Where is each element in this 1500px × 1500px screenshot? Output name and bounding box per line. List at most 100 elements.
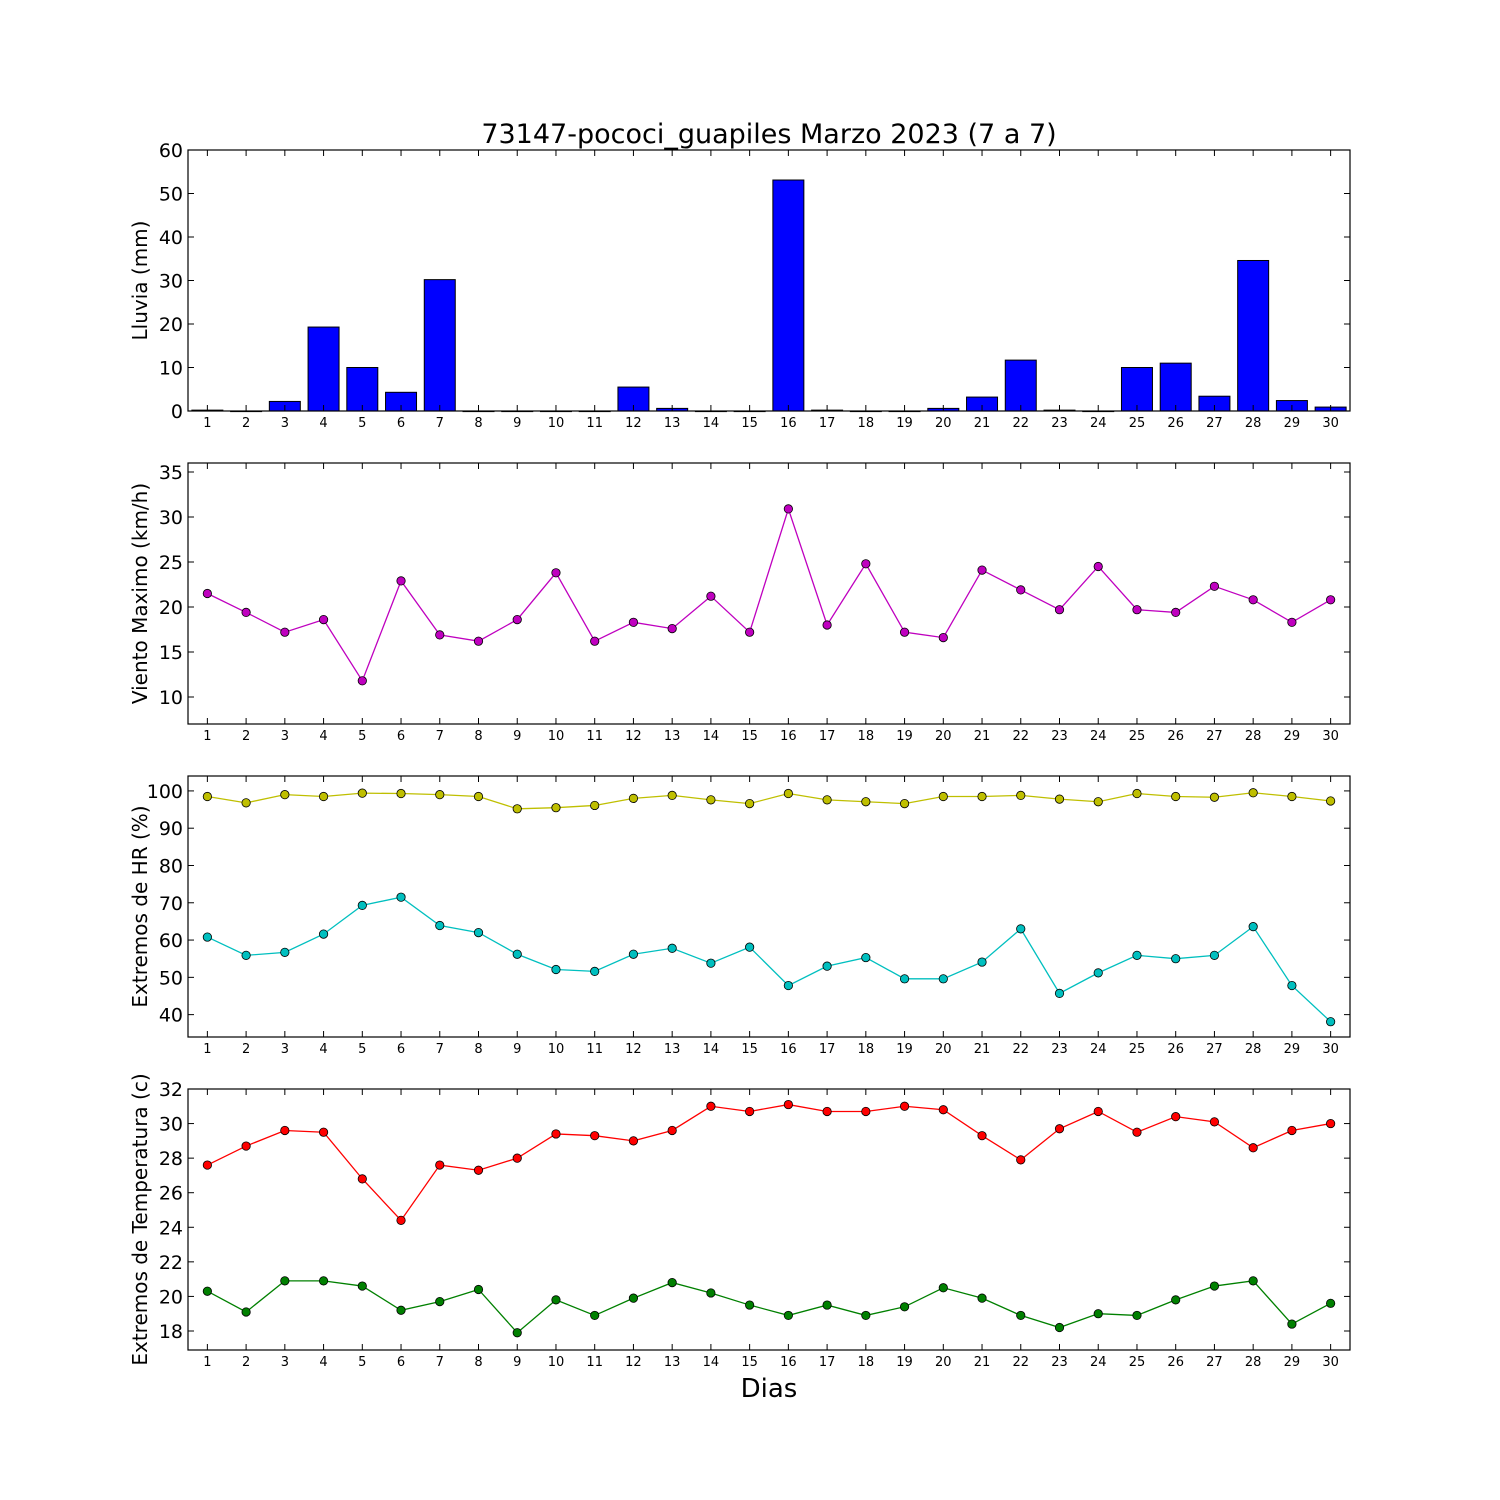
data-point xyxy=(396,1215,406,1225)
data-point xyxy=(1132,1127,1142,1137)
data-point xyxy=(590,1310,600,1321)
data-point xyxy=(551,568,561,578)
axes-frame xyxy=(187,462,1351,725)
data-point xyxy=(861,1106,871,1117)
data-point xyxy=(357,676,367,686)
data-point xyxy=(202,588,212,599)
data-point xyxy=(1248,922,1258,932)
x-tick-label: 29 xyxy=(1284,1042,1301,1057)
series-line-2 xyxy=(207,1280,1331,1334)
data-point xyxy=(590,1131,600,1141)
data-point xyxy=(1054,794,1065,804)
data-point xyxy=(977,791,987,802)
data-point xyxy=(861,559,871,569)
x-tick-label: 22 xyxy=(1012,1355,1029,1370)
data-point xyxy=(551,964,561,975)
data-point xyxy=(667,790,677,800)
x-tick-label: 4 xyxy=(319,729,327,744)
x-tick-label: 17 xyxy=(819,416,836,431)
x-tick-label: 30 xyxy=(1322,1042,1339,1057)
data-point xyxy=(628,617,639,627)
x-tick-label: 1 xyxy=(203,729,211,744)
y-tick-label: 22 xyxy=(159,1252,183,1274)
y-tick-label: 24 xyxy=(159,1217,183,1239)
data-point xyxy=(628,949,639,959)
data-point xyxy=(977,957,987,967)
y-tick-label: 90 xyxy=(159,818,183,840)
x-tick-label: 16 xyxy=(780,1042,797,1057)
x-tick-label: 18 xyxy=(858,416,875,431)
x-tick-label: 12 xyxy=(625,1355,642,1370)
data-point xyxy=(435,1297,445,1307)
y-tick-label: 30 xyxy=(159,1114,183,1136)
data-point xyxy=(1209,1281,1220,1291)
data-point xyxy=(396,1305,406,1315)
data-point xyxy=(512,1153,522,1163)
x-tick-label: 7 xyxy=(436,416,444,431)
x-tick-label: 28 xyxy=(1245,1355,1262,1370)
x-tick-label: 28 xyxy=(1245,729,1262,744)
data-point xyxy=(783,980,793,991)
x-tick-label: 9 xyxy=(513,729,521,744)
data-point xyxy=(938,1283,948,1293)
x-tick-label: 8 xyxy=(474,1355,482,1370)
x-tick-label: 12 xyxy=(625,416,642,431)
data-point xyxy=(745,627,755,637)
x-tick-label: 15 xyxy=(741,1042,758,1057)
y-tick-label: 80 xyxy=(159,855,183,877)
x-tick-label: 19 xyxy=(896,1355,913,1370)
data-point xyxy=(396,892,406,902)
x-tick-label: 20 xyxy=(935,416,952,431)
x-tick-label: 13 xyxy=(664,416,681,431)
x-tick-label: 8 xyxy=(474,416,482,431)
x-tick-label: 5 xyxy=(358,729,366,744)
x-tick-label: 5 xyxy=(358,1042,366,1057)
x-tick-label: 6 xyxy=(397,729,405,744)
x-tick-label: 19 xyxy=(896,416,913,431)
x-tick-label: 15 xyxy=(741,729,758,744)
x-tick-label: 27 xyxy=(1206,416,1223,431)
data-point xyxy=(1248,1143,1258,1153)
x-tick-label: 24 xyxy=(1090,1355,1107,1370)
data-point xyxy=(1326,595,1336,605)
data-point xyxy=(1209,950,1220,960)
data-point xyxy=(783,1310,793,1321)
x-tick-label: 18 xyxy=(858,729,875,744)
data-point xyxy=(512,614,522,625)
x-tick-label: 25 xyxy=(1129,416,1146,431)
data-point xyxy=(822,961,832,971)
data-point xyxy=(590,966,600,976)
bar xyxy=(1159,362,1192,412)
x-tick-label: 21 xyxy=(974,416,991,431)
data-point xyxy=(1054,1124,1065,1134)
data-point xyxy=(551,1129,561,1139)
y-tick-label: 70 xyxy=(159,893,183,915)
data-point xyxy=(706,1101,716,1111)
x-tick-label: 3 xyxy=(281,1042,289,1057)
x-tick-label: 21 xyxy=(974,729,991,744)
x-tick-label: 16 xyxy=(780,416,797,431)
data-point xyxy=(473,1284,484,1295)
x-axis-label: Dias xyxy=(741,1374,798,1404)
data-point xyxy=(357,1281,367,1291)
y-tick-label: 10 xyxy=(159,687,183,709)
series-line-1 xyxy=(207,506,1331,683)
data-point xyxy=(667,623,677,634)
data-point xyxy=(280,1125,290,1136)
data-point xyxy=(1016,924,1026,934)
y-tick-label: 26 xyxy=(159,1183,183,1205)
x-tick-label: 27 xyxy=(1206,729,1223,744)
y-tick-label: 0 xyxy=(171,401,183,423)
data-point xyxy=(822,1106,832,1117)
data-point xyxy=(241,1307,251,1317)
data-point xyxy=(899,798,910,809)
data-point xyxy=(938,791,948,802)
x-tick-label: 20 xyxy=(935,1042,952,1057)
y-tick-label: 32 xyxy=(159,1079,183,1101)
x-tick-label: 15 xyxy=(741,1355,758,1370)
data-point xyxy=(435,1160,445,1170)
x-tick-label: 1 xyxy=(203,1355,211,1370)
data-point xyxy=(202,791,212,802)
